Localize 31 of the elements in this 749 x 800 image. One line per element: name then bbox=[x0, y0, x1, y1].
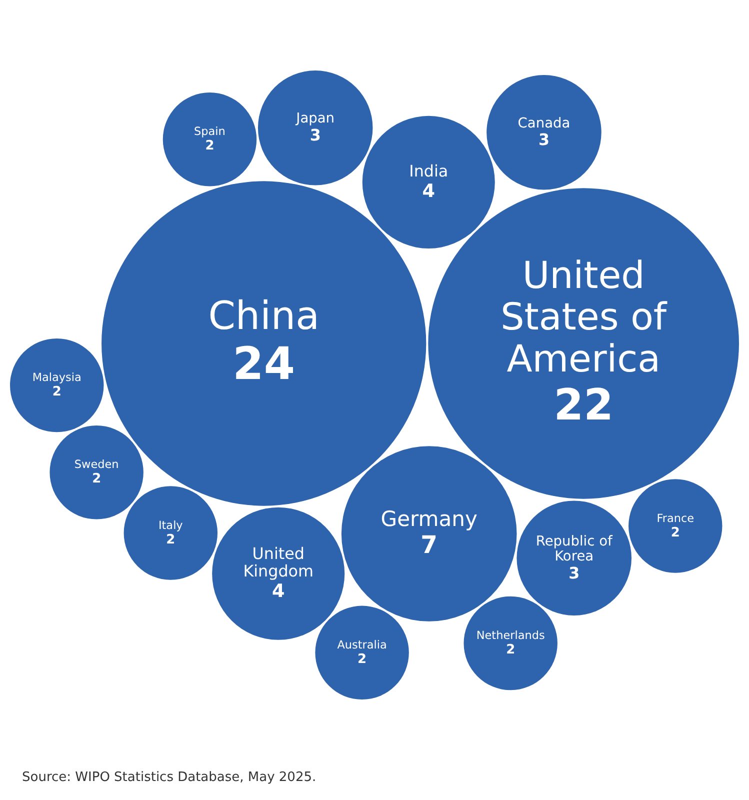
category-label: Japan bbox=[295, 110, 335, 127]
data-label: 4 bbox=[422, 180, 435, 202]
data-label: 2 bbox=[506, 642, 516, 658]
category-label: Spain bbox=[194, 125, 226, 138]
category-label: Malaysia bbox=[32, 371, 82, 384]
category-label: Sweden bbox=[74, 458, 119, 472]
data-label: 24 bbox=[232, 337, 296, 390]
category-label: China bbox=[208, 294, 320, 339]
data-label: 22 bbox=[554, 380, 614, 430]
data-label: 4 bbox=[272, 581, 285, 602]
data-label: 2 bbox=[205, 138, 214, 154]
category-label: Germany bbox=[380, 506, 478, 531]
category-label: India bbox=[409, 161, 448, 180]
data-label: 7 bbox=[420, 531, 438, 560]
category-label: United Kingdom bbox=[243, 544, 314, 581]
category-label: France bbox=[656, 512, 694, 525]
category-label: Republic of Korea bbox=[536, 533, 614, 565]
data-label: 2 bbox=[166, 532, 176, 548]
data-label: 3 bbox=[310, 125, 321, 144]
data-label: 2 bbox=[358, 652, 367, 667]
category-label: Italy bbox=[158, 518, 184, 532]
source-note: Source: WIPO Statistics Database, May 2025. bbox=[22, 770, 318, 785]
data-label: 2 bbox=[92, 472, 102, 487]
category-label: Netherlands bbox=[476, 629, 545, 642]
data-label: 2 bbox=[52, 384, 62, 400]
category-label: Canada bbox=[518, 115, 570, 132]
data-label: 3 bbox=[538, 130, 550, 150]
category-label: Australia bbox=[337, 638, 387, 652]
data-label: 3 bbox=[568, 563, 580, 582]
data-label: 2 bbox=[670, 525, 680, 540]
category-label: United States of America bbox=[500, 252, 668, 380]
